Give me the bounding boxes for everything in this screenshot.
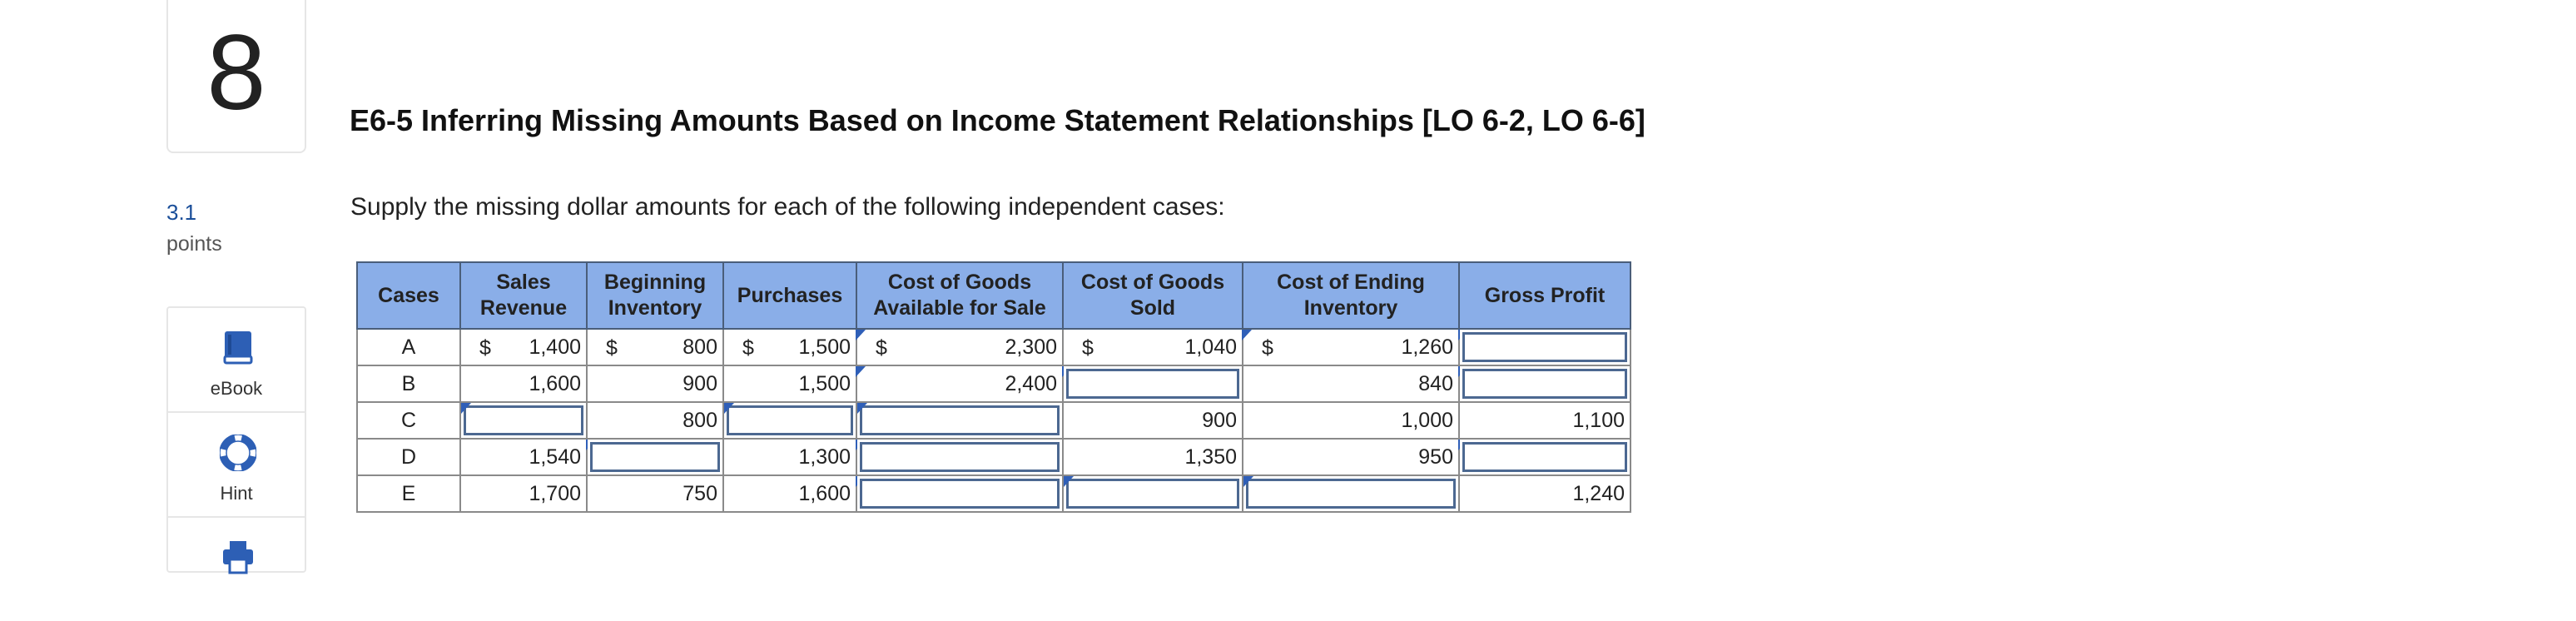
- cost-of-goods-sold-value: 1,040: [1184, 335, 1237, 359]
- points-value: 3.1: [166, 200, 197, 225]
- purchases-value: 1,500: [722, 365, 866, 403]
- points-panel: 3.1 points: [166, 200, 222, 256]
- cost-of-goods-sold-value: 1,350: [1062, 438, 1243, 476]
- print-button[interactable]: [168, 518, 305, 621]
- book-icon: [223, 331, 253, 365]
- cost-of-goods-available-input[interactable]: [856, 438, 1064, 476]
- beginning-inventory-input[interactable]: [586, 438, 724, 476]
- ending-inventory-value: 1,260: [1401, 335, 1453, 359]
- cost-of-goods-available-value: 2,300: [1005, 335, 1057, 359]
- question-title: E6-5 Inferring Missing Amounts Based on …: [350, 103, 1645, 137]
- header-cases: Cases: [356, 261, 461, 330]
- sales-revenue-value: 1,540: [459, 438, 597, 476]
- header-sales-revenue: Sales Revenue: [459, 261, 588, 330]
- table-row: C 800 900 1,000 1,100: [356, 401, 1631, 440]
- purchases-value: 1,500: [798, 335, 851, 359]
- table-row: B 1,600 900 1,500 2,400 840: [356, 365, 1631, 403]
- header-cost-of-ending-inventory: Cost of Ending Inventory: [1242, 261, 1460, 330]
- gross-profit-value: 1,240: [1458, 474, 1631, 513]
- ebook-label: eBook: [210, 378, 263, 399]
- table-row: E 1,700 750 1,600 1,240: [356, 474, 1631, 513]
- question-number: 8: [206, 13, 266, 132]
- cost-of-goods-available-input[interactable]: [856, 401, 1064, 440]
- hint-button[interactable]: Hint: [168, 413, 305, 518]
- purchases-value: 1,300: [722, 438, 866, 476]
- question-number-box: 8: [166, 0, 306, 153]
- dollar-sign: $: [606, 336, 618, 360]
- ending-inventory-value: 1,000: [1242, 401, 1460, 440]
- sales-revenue-value: 1,400: [529, 335, 581, 359]
- gross-profit-input[interactable]: [1458, 328, 1631, 366]
- gross-profit-input[interactable]: [1458, 438, 1631, 476]
- table-row: D 1,540 1,300 1,350 950: [356, 438, 1631, 476]
- sales-revenue-input[interactable]: [459, 401, 588, 440]
- cost-of-goods-sold-input[interactable]: [1062, 365, 1243, 403]
- points-label: points: [166, 232, 222, 256]
- hint-label: Hint: [220, 483, 253, 504]
- dollar-sign: $: [876, 336, 887, 360]
- header-cost-of-goods-sold: Cost of Goods Sold: [1062, 261, 1243, 330]
- cost-of-goods-sold-input[interactable]: [1062, 474, 1243, 513]
- dollar-sign: $: [1082, 336, 1094, 360]
- cost-of-goods-sold-cell: $1,040: [1062, 328, 1253, 366]
- header-cost-of-goods-available: Cost of Goods Available for Sale: [856, 261, 1064, 330]
- lifebuoy-icon: [220, 435, 256, 471]
- dollar-sign: $: [742, 336, 754, 360]
- case-label: C: [356, 401, 461, 440]
- sales-revenue-value: 1,600: [459, 365, 588, 403]
- cost-of-goods-available-cell: $2,300: [856, 328, 1064, 366]
- beginning-inventory-value: 900: [586, 365, 724, 403]
- gross-profit-input[interactable]: [1458, 365, 1631, 403]
- sales-revenue-value: 1,700: [459, 474, 588, 513]
- dollar-sign: $: [479, 336, 491, 360]
- tools-panel: eBook Hint: [166, 306, 306, 574]
- cost-of-goods-sold-value: 900: [1062, 401, 1243, 440]
- ending-inventory-value: 840: [1242, 365, 1469, 403]
- ending-inventory-input[interactable]: [1242, 474, 1460, 513]
- ending-inventory-cell: $1,260: [1242, 328, 1469, 366]
- ebook-button[interactable]: eBook: [168, 308, 305, 413]
- printer-icon: [223, 541, 253, 574]
- gross-profit-value: 1,100: [1458, 401, 1631, 440]
- beginning-inventory-value: 750: [586, 474, 724, 513]
- income-statement-table: Cases Sales Revenue Beginning Inventory …: [356, 261, 1631, 513]
- purchases-input[interactable]: [722, 401, 857, 440]
- header-purchases: Purchases: [722, 261, 857, 330]
- question-instructions: Supply the missing dollar amounts for ea…: [350, 193, 1225, 221]
- cost-of-goods-available-value: 2,400: [856, 365, 1073, 403]
- case-label: A: [356, 328, 461, 366]
- header-beginning-inventory: Beginning Inventory: [586, 261, 724, 330]
- sales-revenue-cell: $1,400: [459, 328, 588, 366]
- table-header-row: Cases Sales Revenue Beginning Inventory …: [356, 261, 1631, 330]
- beginning-inventory-cell: $800: [586, 328, 724, 366]
- cost-of-goods-available-input[interactable]: [856, 474, 1064, 513]
- beginning-inventory-value: 800: [586, 401, 724, 440]
- case-label: B: [356, 365, 461, 403]
- purchases-cell: $1,500: [722, 328, 866, 366]
- case-label: D: [356, 438, 461, 476]
- table-row: A $1,400 $800 $1,500 $2,300 $1,040 $1,26…: [356, 328, 1631, 366]
- purchases-value: 1,600: [722, 474, 866, 513]
- ending-inventory-value: 950: [1242, 438, 1469, 476]
- case-label: E: [356, 474, 461, 513]
- beginning-inventory-value: 800: [682, 335, 717, 359]
- dollar-sign: $: [1262, 336, 1273, 360]
- header-gross-profit: Gross Profit: [1458, 261, 1631, 330]
